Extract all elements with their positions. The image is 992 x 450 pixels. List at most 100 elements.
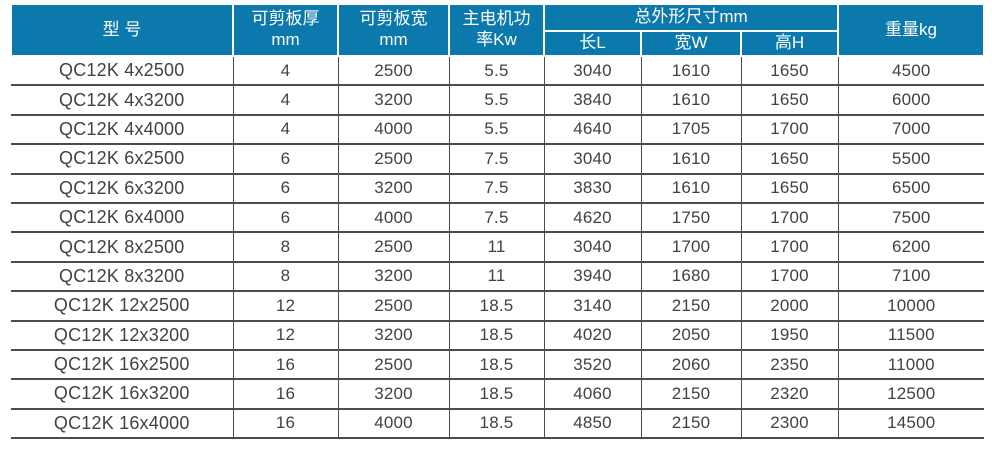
col-header-length: 长L	[543, 30, 642, 57]
cell-width-w: 1680	[640, 261, 741, 293]
cell-model: QC12K 12x3200	[11, 320, 233, 351]
table-row: QC12K 16x4000 16 4000 18.5 4850 2150 2300 14500	[11, 408, 985, 440]
col-header-model: 型 号	[10, 3, 234, 57]
col-header-motor-power-line1: 主电机功	[462, 9, 531, 29]
cell-length-l: 4850	[543, 408, 641, 440]
cell-weight-kg: 7500	[837, 202, 985, 234]
cell-height-h: 2000	[740, 291, 839, 322]
cell-model: QC12K 4x2500	[11, 56, 233, 87]
cell-width-mm: 3200	[337, 379, 449, 410]
cell-thickness-mm: 16	[232, 379, 338, 410]
table-header: 型 号 可剪板厚 mm 可剪板宽 mm 主电机功 率Kw 总外形尺寸mm 重量k…	[10, 3, 986, 57]
cell-width-w: 1610	[640, 173, 741, 204]
cell-thickness-mm: 12	[232, 291, 338, 322]
table-row: QC12K 4x3200 4 3200 5.5 3840 1610 1650 6000	[11, 85, 985, 116]
cell-width-mm: 3200	[337, 85, 449, 116]
cell-model: QC12K 6x2500	[11, 144, 233, 175]
cell-weight-kg: 10000	[837, 291, 985, 322]
cell-width-mm: 3200	[337, 173, 449, 204]
spec-table: 型 号 可剪板厚 mm 可剪板宽 mm 主电机功 率Kw 总外形尺寸mm 重量k…	[10, 3, 986, 440]
cell-motor-power-kw: 7.5	[448, 202, 544, 234]
cell-model: QC12K 6x4000	[11, 202, 233, 234]
cell-motor-power-kw: 18.5	[448, 408, 544, 440]
col-header-thickness-line2: mm	[271, 30, 300, 49]
table-row: QC12K 4x4000 4 4000 5.5 4640 1705 1700 7000	[11, 114, 985, 146]
cell-motor-power-kw: 11	[448, 232, 544, 263]
table-row: QC12K 6x3200 6 3200 7.5 3830 1610 1650 6500	[11, 173, 985, 204]
cell-motor-power-kw: 18.5	[448, 379, 544, 410]
cell-height-h: 1700	[740, 232, 839, 263]
cell-height-h: 1650	[740, 56, 839, 87]
cell-model: QC12K 6x3200	[11, 173, 233, 204]
cell-thickness-mm: 6	[232, 173, 338, 204]
cell-length-l: 4020	[543, 320, 641, 351]
cell-motor-power-kw: 7.5	[448, 144, 544, 175]
cell-width-w: 2060	[640, 349, 741, 381]
col-header-sheet-width-line1: 可剪板宽	[359, 9, 428, 29]
cell-width-mm: 4000	[337, 408, 449, 440]
cell-weight-kg: 4500	[837, 56, 985, 87]
cell-weight-kg: 7100	[837, 261, 985, 293]
cell-width-w: 1610	[640, 144, 741, 175]
cell-height-h: 1650	[740, 173, 839, 204]
table-row: QC12K 16x3200 16 3200 18.5 4060 2150 2320 12500	[11, 379, 985, 410]
cell-weight-kg: 6000	[837, 85, 985, 116]
cell-model: QC12K 8x2500	[11, 232, 233, 263]
table-row: QC12K 6x2500 6 2500 7.5 3040 1610 1650 5500	[11, 144, 985, 175]
cell-model: QC12K 12x2500	[11, 291, 233, 322]
cell-length-l: 4640	[543, 114, 641, 146]
cell-width-mm: 2500	[337, 232, 449, 263]
cell-height-h: 1650	[740, 144, 839, 175]
cell-model: QC12K 4x3200	[11, 85, 233, 116]
table-body: QC12K 4x2500 4 2500 5.5 3040 1610 1650 4500 QC12…	[11, 56, 985, 440]
cell-motor-power-kw: 5.5	[448, 85, 544, 116]
cell-height-h: 1700	[740, 114, 839, 146]
cell-thickness-mm: 16	[232, 349, 338, 381]
cell-width-mm: 3200	[337, 320, 449, 351]
cell-thickness-mm: 6	[232, 202, 338, 234]
cell-weight-kg: 7000	[837, 114, 985, 146]
cell-weight-kg: 14500	[837, 408, 985, 440]
cell-model: QC12K 16x4000	[11, 408, 233, 440]
cell-length-l: 3520	[543, 349, 641, 381]
cell-width-w: 1700	[640, 232, 741, 263]
cell-width-mm: 4000	[337, 202, 449, 234]
col-header-motor-power-line2: 率Kw	[476, 30, 517, 49]
cell-length-l: 3940	[543, 261, 641, 293]
col-header-dimensions-group: 总外形尺寸mm	[542, 3, 840, 32]
cell-thickness-mm: 8	[232, 232, 338, 263]
cell-thickness-mm: 4	[232, 114, 338, 146]
cell-thickness-mm: 12	[232, 320, 338, 351]
cell-model: QC12K 16x2500	[11, 349, 233, 381]
cell-model: QC12K 8x3200	[11, 261, 233, 293]
cell-thickness-mm: 8	[232, 261, 338, 293]
cell-height-h: 2300	[740, 408, 839, 440]
table-row: QC12K 16x2500 16 2500 18.5 3520 2060 2350 11000	[11, 349, 985, 381]
cell-motor-power-kw: 18.5	[448, 291, 544, 322]
cell-width-w: 2150	[640, 408, 741, 440]
cell-motor-power-kw: 7.5	[448, 173, 544, 204]
cell-thickness-mm: 4	[232, 56, 338, 87]
col-header-sheet-width: 可剪板宽 mm	[337, 3, 450, 57]
cell-width-mm: 3200	[337, 261, 449, 293]
table-row: QC12K 8x3200 8 3200 11 3940 1680 1700 7100	[11, 261, 985, 293]
cell-length-l: 3830	[543, 173, 641, 204]
cell-width-mm: 2500	[337, 144, 449, 175]
col-header-motor-power: 主电机功 率Kw	[448, 3, 545, 57]
table-row: QC12K 8x2500 8 2500 11 3040 1700 1700 6200	[11, 232, 985, 263]
cell-length-l: 3040	[543, 232, 641, 263]
cell-length-l: 3040	[543, 144, 641, 175]
cell-length-l: 3140	[543, 291, 641, 322]
cell-height-h: 2350	[740, 349, 839, 381]
cell-width-mm: 2500	[337, 56, 449, 87]
cell-height-h: 1700	[740, 202, 839, 234]
table-row: QC12K 4x2500 4 2500 5.5 3040 1610 1650 4500	[11, 56, 985, 87]
col-header-thickness: 可剪板厚 mm	[232, 3, 339, 57]
cell-width-w: 2150	[640, 379, 741, 410]
cell-motor-power-kw: 5.5	[448, 56, 544, 87]
col-header-height: 高H	[739, 30, 840, 57]
cell-width-mm: 2500	[337, 349, 449, 381]
cell-width-w: 2150	[640, 291, 741, 322]
cell-model: QC12K 4x4000	[11, 114, 233, 146]
col-header-sheet-width-line2: mm	[379, 30, 408, 49]
